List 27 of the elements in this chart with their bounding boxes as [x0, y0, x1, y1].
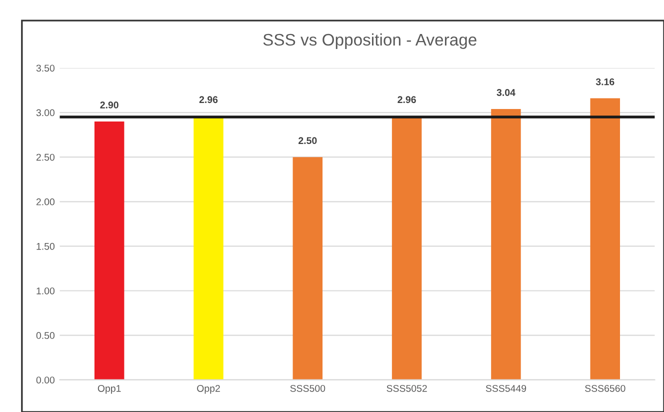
bar: [590, 98, 620, 380]
data-label: 2.90: [100, 102, 118, 108]
y-tick-label: 3.50: [36, 64, 55, 72]
y-tick-label: 3.00: [36, 109, 55, 116]
data-label: 2.96: [398, 96, 416, 104]
x-tick-label: SSS6560: [585, 384, 626, 392]
x-tick-label: Opp2: [197, 384, 220, 394]
y-tick-label: 1.00: [36, 287, 55, 294]
data-label: 2.50: [298, 137, 317, 144]
y-tick-label: 2.50: [36, 154, 55, 161]
data-label: 2.96: [199, 96, 218, 104]
data-label: 3.04: [496, 89, 516, 96]
x-tick-label: SSS500: [290, 384, 326, 392]
bar: [94, 121, 124, 380]
y-tick-label: 2.00: [36, 198, 55, 206]
bar: [392, 116, 422, 380]
y-tick-label: 0.00: [36, 376, 55, 384]
x-tick-label: Opp1: [98, 384, 121, 394]
bar: [491, 108, 521, 380]
bar: [292, 157, 323, 380]
x-tick-label: SSS5449: [486, 384, 526, 392]
data-label: 3.16: [596, 78, 614, 86]
x-tick-label: SSS5052: [386, 384, 427, 392]
bar: [194, 116, 224, 380]
chart-title: SSS vs Opposition - Average: [263, 33, 476, 49]
y-tick-label: 1.50: [36, 242, 55, 250]
y-tick-label: 0.50: [36, 332, 55, 339]
